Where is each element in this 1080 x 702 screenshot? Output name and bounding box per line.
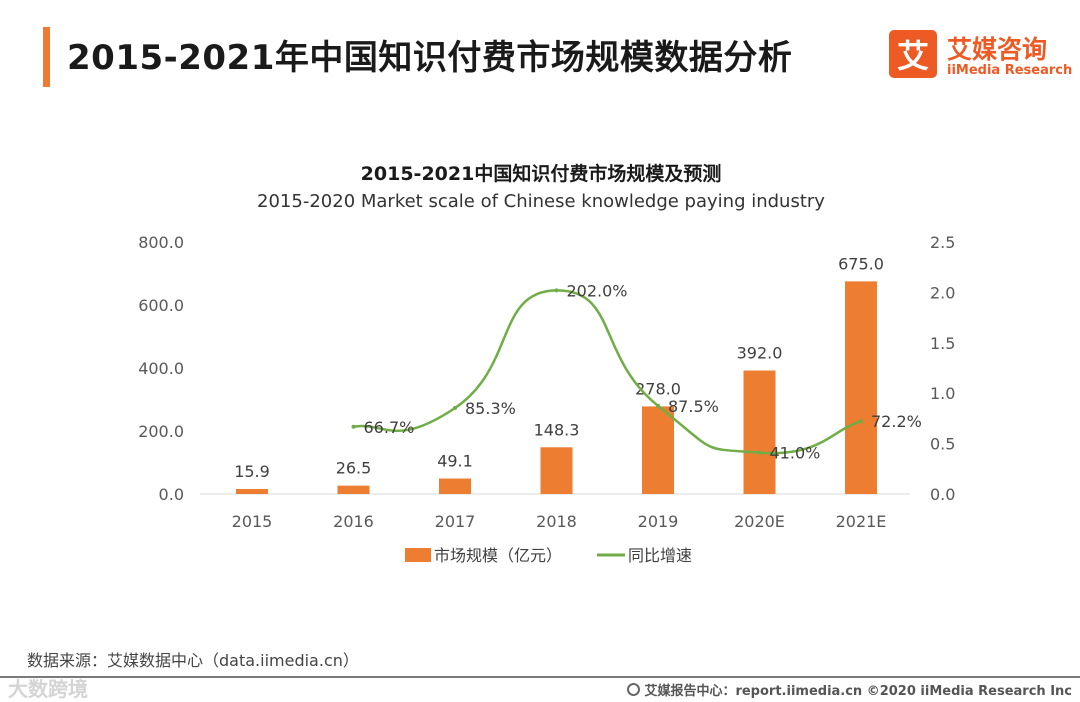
footer-divider [0, 676, 1080, 678]
bar-data-label: 49.1 [437, 452, 473, 471]
right-tick-label: 2.0 [930, 283, 955, 302]
footer-note-text: 艾媒报告中心：report.iimedia.cn ©2020 iiMedia R… [644, 684, 1072, 699]
x-tick-label: 2015 [232, 512, 273, 531]
bar-data-label: 148.3 [534, 420, 580, 439]
left-tick-label: 400.0 [138, 359, 184, 378]
watermark: 大数跨境 [8, 677, 88, 701]
globe-icon [627, 683, 641, 696]
x-tick-label: 2018 [536, 512, 577, 531]
footer-note: 艾媒报告中心：report.iimedia.cn ©2020 iiMedia R… [627, 680, 1072, 699]
left-tick-label: 200.0 [138, 422, 184, 441]
legend-bar-swatch [405, 548, 431, 562]
bar [236, 488, 268, 494]
legend-line-label: 同比增速 [628, 546, 692, 565]
growth-point [351, 424, 356, 429]
growth-point [656, 403, 660, 408]
growth-data-label: 72.2% [871, 412, 922, 431]
header-accent-bar [43, 27, 50, 87]
bar-data-label: 278.0 [635, 379, 681, 398]
bar [439, 478, 471, 494]
growth-point [554, 288, 559, 293]
bar-series: 15.9 26.5 49.1 148.3 278.0 392.0 675.0 [234, 254, 884, 494]
growth-line-series: 66.7% 85.3% 202.0% 87.5% 41.0% 72.2% [351, 281, 922, 463]
growth-point [453, 406, 457, 411]
bar-data-label: 675.0 [838, 254, 884, 273]
right-tick-label: 2.5 [930, 233, 955, 252]
growth-data-label: 66.7% [364, 418, 415, 437]
bar [337, 485, 370, 494]
growth-data-label: 87.5% [668, 397, 719, 416]
growth-point [757, 450, 762, 455]
right-axis: 0.0 0.5 1.0 1.5 2.0 2.5 [930, 233, 955, 504]
growth-data-label: 85.3% [465, 399, 516, 418]
logo-en-text: iiMedia Research [947, 63, 1073, 78]
growth-data-label: 41.0% [770, 444, 821, 463]
market-scale-chart: 2015-2021中国知识付费市场规模及预测 2015-2020 Market … [138, 162, 955, 565]
chart-legend: 市场规模（亿元） 同比增速 [405, 546, 692, 565]
growth-line [353, 289, 862, 455]
growth-data-label: 202.0% [567, 281, 628, 300]
growth-point [859, 419, 863, 424]
left-tick-label: 800.0 [138, 233, 184, 252]
x-axis: 2015 2016 2017 2018 2019 2020E 2021E [232, 512, 887, 531]
x-tick-label: 2016 [333, 512, 374, 531]
chart-title: 2015-2021中国知识付费市场规模及预测 [361, 162, 722, 185]
right-tick-label: 1.5 [930, 334, 955, 353]
right-tick-label: 0.5 [930, 435, 955, 454]
logo-icon: 艾 [889, 30, 937, 78]
bar-data-label: 15.9 [234, 462, 270, 481]
left-tick-label: 600.0 [138, 296, 184, 315]
bar [845, 281, 877, 494]
bar [642, 406, 674, 494]
left-tick-label: 0.0 [159, 485, 184, 504]
bar-data-label: 26.5 [336, 459, 372, 478]
left-axis: 0.0 200.0 400.0 600.0 800.0 [138, 233, 184, 504]
bar [743, 370, 776, 494]
x-tick-label: 2017 [435, 512, 476, 531]
legend-bar-label: 市场规模（亿元） [434, 546, 562, 565]
brand-logo: 艾 艾媒咨询 iiMedia Research [889, 30, 1073, 82]
page-title: 2015-2021年中国知识付费市场规模数据分析 [67, 38, 793, 78]
right-tick-label: 1.0 [930, 384, 955, 403]
x-tick-label: 2019 [638, 512, 679, 531]
right-tick-label: 0.0 [930, 485, 955, 504]
chart-subtitle: 2015-2020 Market scale of Chinese knowle… [257, 191, 825, 212]
x-tick-label: 2020E [734, 512, 785, 531]
logo-cn-text: 艾媒咨询 [947, 35, 1048, 64]
bar [540, 447, 573, 494]
data-source: 数据来源：艾媒数据中心（data.iimedia.cn） [27, 651, 359, 670]
bar-data-label: 392.0 [737, 344, 783, 363]
x-tick-label: 2021E [836, 512, 887, 531]
